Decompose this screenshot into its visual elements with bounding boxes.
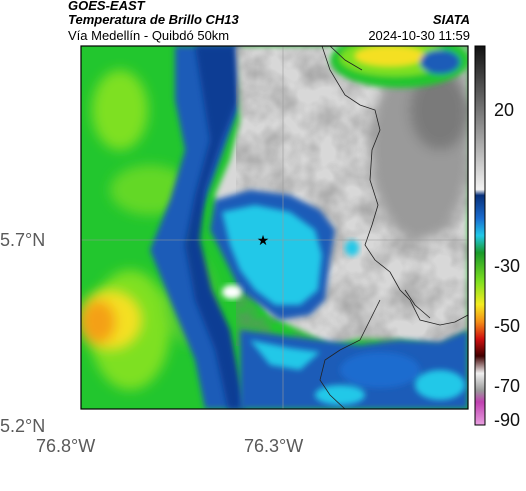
colorbar-tick-20: 20 — [494, 100, 515, 120]
gridlines — [81, 46, 468, 409]
organization-label: SIATA — [432, 12, 470, 27]
convective-cell-cyan — [222, 205, 322, 305]
colorbar-tick-minus-90: -90 — [494, 410, 521, 430]
northeast-cold-blob — [330, 46, 468, 88]
star-marker: ★ — [257, 232, 270, 248]
lon-label-76-8: 76.8°W — [36, 436, 96, 456]
region-subtitle: Vía Medellín - Quibdó 50km — [68, 28, 230, 43]
lon-label-76-3: 76.3°W — [244, 436, 304, 456]
colorbar-tick-minus-70: -70 — [494, 376, 521, 396]
south-light-blue-spots — [315, 352, 465, 405]
colorbar-tick-minus-30: -30 — [494, 256, 521, 276]
satellite-title: GOES-EAST — [68, 0, 145, 13]
product-title: Temperatura de Brillo CH13 — [68, 12, 239, 27]
lat-label-5-2: 5.2°N — [0, 416, 46, 436]
dark-gray-cloud — [370, 60, 468, 240]
timestamp-label: 2024-10-30 11:59 — [368, 28, 470, 43]
lat-label-5-7: 5.7°N — [0, 230, 46, 250]
dark-blue-edge — [185, 46, 245, 409]
boundary-lines — [319, 46, 468, 409]
warm-core — [81, 290, 142, 350]
map-frame — [80, 45, 469, 410]
colorbar-tick-minus-50: -50 — [494, 316, 521, 336]
south-cyan-band — [250, 340, 320, 370]
colorbar — [474, 45, 486, 426]
